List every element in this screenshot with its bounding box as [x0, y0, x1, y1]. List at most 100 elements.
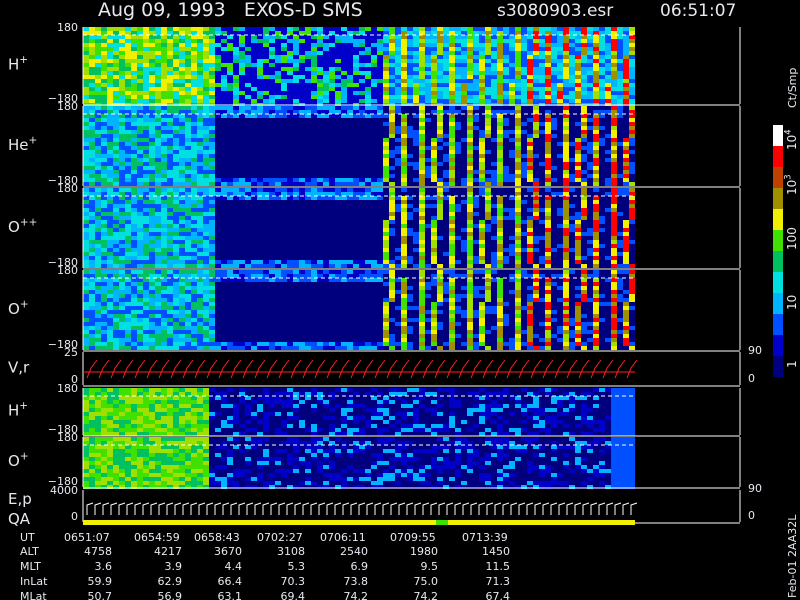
spectrogram-cell: [155, 236, 161, 240]
spectrogram-cell: [521, 83, 527, 87]
spectrogram-cell: [431, 146, 437, 150]
spectrogram-cell: [587, 99, 593, 103]
spectrogram-cell: [473, 35, 479, 39]
spectrogram-cell: [209, 75, 215, 79]
spectrogram-cell: [197, 240, 203, 244]
spectrogram-cell: [455, 95, 461, 99]
spectrogram-cell: [551, 150, 557, 154]
spectrogram-cell: [215, 174, 221, 178]
spectrogram-cell: [485, 114, 491, 118]
spectrogram-cell: [89, 106, 95, 110]
spectrogram-cell: [263, 43, 269, 47]
spectrogram-cell: [629, 166, 635, 170]
spectrogram-cell: [203, 188, 209, 192]
spectrogram-cell: [299, 146, 305, 150]
spectrogram-cell: [485, 55, 491, 59]
spectrogram-cell: [203, 130, 209, 134]
spectrogram-cell: [431, 260, 437, 264]
spectrogram-cell: [83, 114, 89, 118]
spectrogram-cell: [173, 196, 179, 200]
spectrogram-cell: [395, 27, 401, 31]
spectrogram-cell: [209, 134, 215, 138]
spectrogram-cell: [209, 178, 215, 182]
spectrogram-cell: [161, 232, 167, 236]
spectrogram-cell: [113, 134, 119, 138]
spectrogram-cell: [521, 122, 527, 126]
spectrogram-cell: [443, 170, 449, 174]
spectrogram-cell: [569, 126, 575, 130]
spectrogram-cell: [557, 130, 563, 134]
spectrogram-cell: [197, 188, 203, 192]
spectrogram-cell: [557, 35, 563, 39]
spectrogram-cell: [137, 240, 143, 244]
spectrogram-cell: [467, 83, 473, 87]
spectrogram-cell: [515, 71, 521, 75]
spectrogram-cell: [371, 122, 377, 126]
spectrogram-cell: [317, 118, 323, 122]
spectrogram-cell: [299, 47, 305, 51]
spectrogram-cell: [527, 71, 533, 75]
spectrogram-cell: [281, 182, 287, 186]
spectrogram-cell: [125, 260, 131, 264]
spectrogram-cell: [521, 114, 527, 118]
spectrogram-cell: [599, 27, 605, 31]
spectrogram-cell: [395, 232, 401, 236]
spectrogram-cell: [539, 35, 545, 39]
spectrogram-cell: [437, 63, 443, 67]
spectrogram-cell: [323, 224, 329, 228]
spectrogram-cell: [215, 99, 221, 103]
spectrogram-cell: [455, 192, 461, 196]
spectrogram-cell: [401, 252, 407, 256]
spectrogram-cell: [233, 200, 239, 204]
spectrogram-cell: [593, 122, 599, 126]
spectrogram-cell: [269, 27, 275, 31]
spectrogram-cell: [377, 55, 383, 59]
spectrogram-cell: [311, 154, 317, 158]
spectrogram-cell: [443, 67, 449, 71]
spectrogram-cell: [569, 158, 575, 162]
spectrogram-cell: [251, 106, 257, 110]
spectrogram-cell: [143, 126, 149, 130]
spectrogram-cell: [569, 118, 575, 122]
spectrogram-cell: [425, 79, 431, 83]
spectrogram-cell: [437, 166, 443, 170]
spectrogram-cell: [461, 256, 467, 260]
spectrogram-cell: [263, 95, 269, 99]
spectrogram-cell: [461, 95, 467, 99]
spectrogram-cell: [383, 170, 389, 174]
spectrogram-cell: [605, 87, 611, 91]
spectrogram-cell: [263, 63, 269, 67]
spectrogram-cell: [227, 224, 233, 228]
spectrogram-cell: [479, 59, 485, 63]
spectrogram-cell: [431, 256, 437, 260]
spectrogram-cell: [563, 110, 569, 114]
spectrogram-cell: [125, 55, 131, 59]
spectrogram-cell: [473, 208, 479, 212]
spectrogram-cell: [347, 204, 353, 208]
spectrogram-cell: [191, 232, 197, 236]
spectrogram-cell: [251, 154, 257, 158]
spectrogram-cell: [413, 31, 419, 35]
spectrogram-cell: [149, 99, 155, 103]
spectrogram-cell: [107, 27, 113, 31]
spectrogram-cell: [317, 91, 323, 95]
spectrogram-cell: [413, 182, 419, 186]
spectrogram-cell: [209, 244, 215, 248]
spectrogram-cell: [155, 260, 161, 264]
spectrogram-cell: [377, 150, 383, 154]
spectrogram-cell: [149, 35, 155, 39]
spectrogram-cell: [371, 174, 377, 178]
spectrogram-cell: [545, 27, 551, 31]
spectrogram-cell: [569, 130, 575, 134]
spectrogram-cell: [197, 71, 203, 75]
spectrogram-cell: [587, 47, 593, 51]
spectrogram-cell: [155, 91, 161, 95]
spectrogram-cell: [485, 130, 491, 134]
spectrogram-cell: [293, 31, 299, 35]
spectrogram-cell: [605, 182, 611, 186]
spectrogram-cell: [443, 39, 449, 43]
spectrogram-cell: [341, 150, 347, 154]
spectrogram-cell: [419, 122, 425, 126]
spectrogram-cell: [575, 75, 581, 79]
spectrogram-cell: [407, 47, 413, 51]
